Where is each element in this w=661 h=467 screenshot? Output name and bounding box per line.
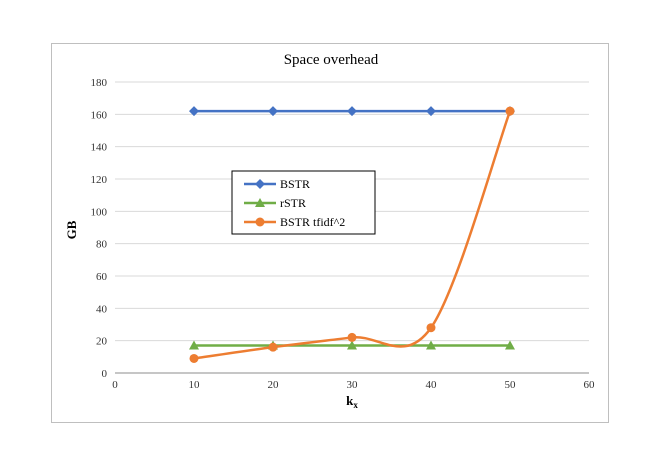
x-tick-60: 60 [584,379,596,391]
point-2-30 [347,332,357,342]
point-0-20 [268,106,278,117]
legend-label-1: rSTR [280,196,306,210]
y-tick-0: 0 [102,368,108,380]
legend-label-0: BSTR [280,177,310,191]
x-tick-20: 20 [268,379,280,391]
y-tick-140: 140 [91,142,108,154]
x-tick-labels: 0 10 20 30 40 50 60 [112,379,595,391]
point-2-40 [426,323,436,333]
x-axis-label: kx [346,393,358,410]
legend-marker-1 [255,198,265,207]
legend-marker-0 [255,179,265,189]
y-tick-80: 80 [96,239,108,251]
x-axis-label-subscript: x [353,400,358,410]
point-0-10 [189,106,199,117]
x-tick-40: 40 [426,379,438,391]
series-group [189,106,515,363]
point-1-10 [189,340,199,350]
y-tick-180: 180 [91,77,108,89]
x-axis-label-main: k [346,393,354,408]
y-tick-100: 100 [91,206,108,218]
y-tick-160: 160 [91,109,108,121]
point-2-10 [189,353,199,363]
legend: BSTR rSTR BSTR tfidf^2 [231,170,376,235]
point-0-30 [347,106,357,117]
point-1-40 [426,340,436,350]
legend-label-2: BSTR tfidf^2 [280,215,345,229]
y-axis-label: GB [64,220,79,239]
series-2 [189,106,515,363]
point-2-50 [505,106,515,116]
y-tick-60: 60 [96,271,108,283]
chart-title: Space overhead [284,52,379,68]
y-tick-20: 20 [96,336,108,348]
legend-marker-2 [255,217,265,227]
point-1-30 [347,340,357,350]
y-tick-labels: 0 20 40 60 80 100 120 140 160 180 [91,77,108,380]
series-line-2 [193,110,512,360]
y-tick-120: 120 [91,174,108,186]
point-1-50 [505,340,515,350]
y-tick-40: 40 [96,303,108,315]
x-tick-30: 30 [347,379,359,391]
point-2-20 [268,342,278,352]
point-0-40 [426,106,436,117]
x-tick-0: 0 [112,379,118,391]
x-tick-10: 10 [189,379,201,391]
x-tick-50: 50 [505,379,517,391]
